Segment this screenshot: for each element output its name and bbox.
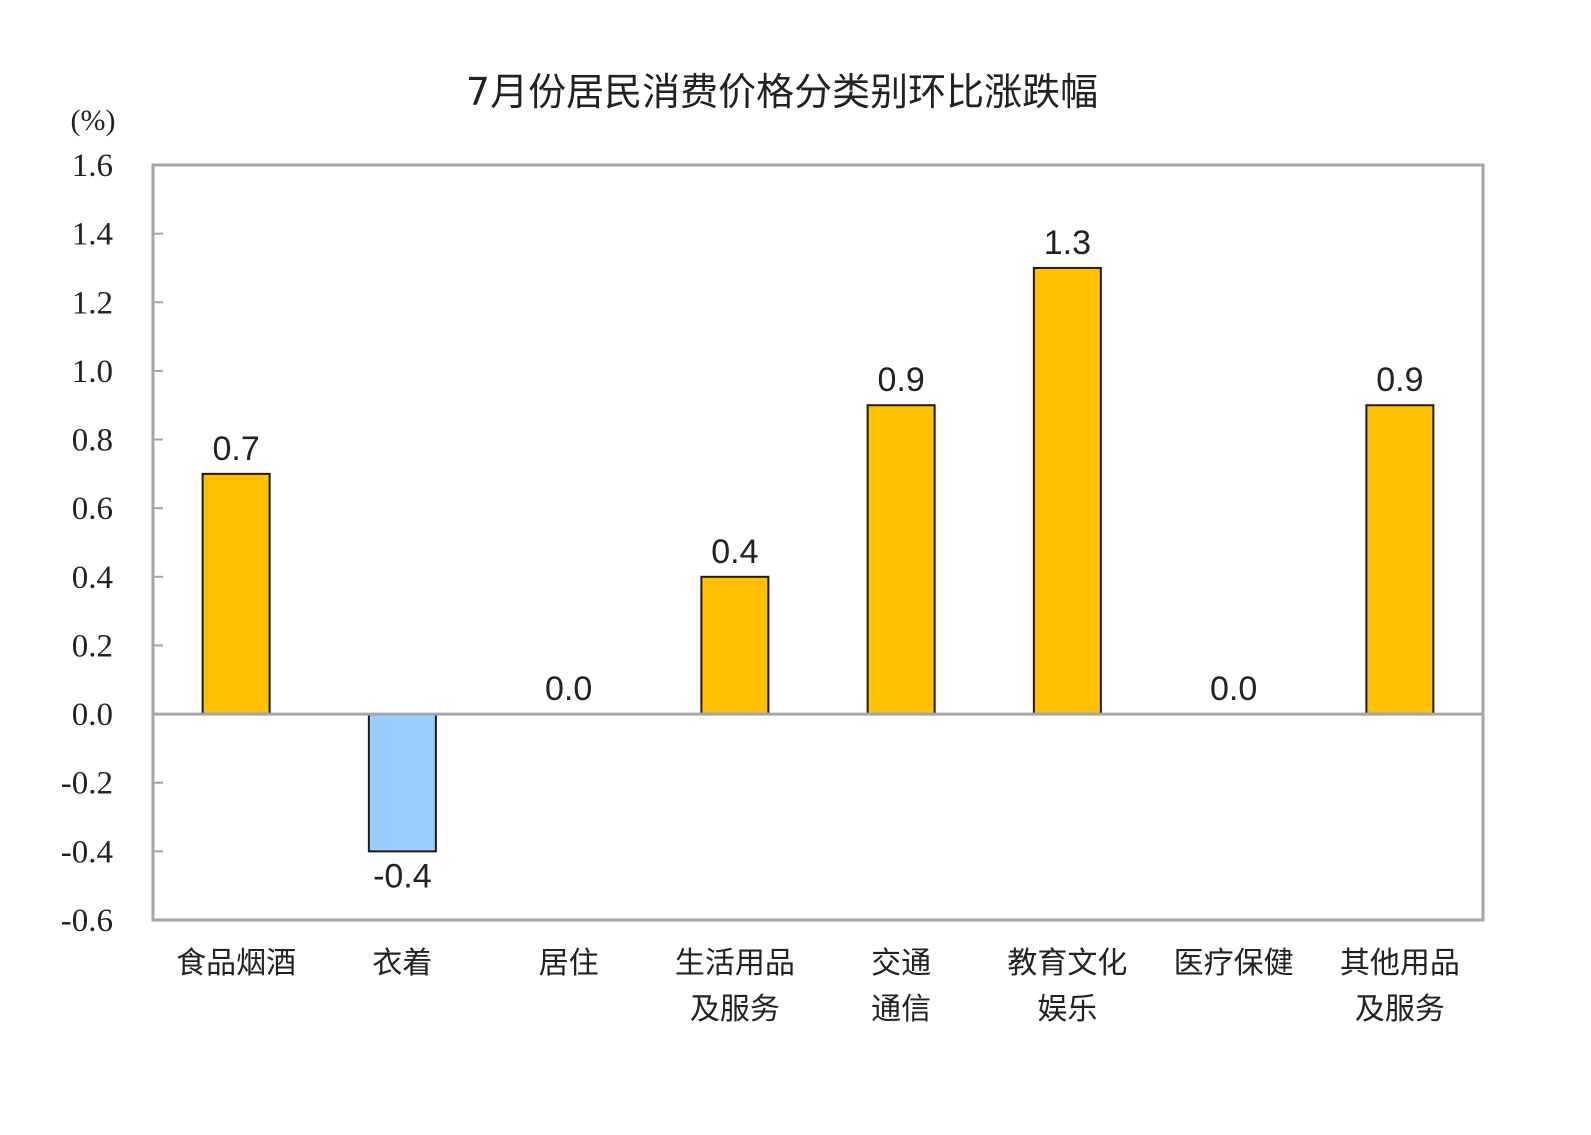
y-tick-label: 1.0 — [72, 354, 113, 390]
y-tick-label: 0.8 — [72, 423, 113, 459]
data-label: -0.4 — [373, 857, 432, 895]
x-category-label: 食品烟酒 — [176, 946, 296, 981]
x-category-label: 衣着 — [372, 946, 432, 981]
y-tick-label: -0.2 — [61, 766, 113, 802]
y-tick-label: 1.2 — [72, 285, 113, 321]
y-tick-label: 0.6 — [72, 491, 113, 527]
bar — [866, 404, 936, 716]
data-label: 1.3 — [1044, 224, 1091, 262]
x-category-label: 教育文化 — [1007, 946, 1127, 981]
bar — [1032, 266, 1102, 716]
x-category-label: 交通 — [871, 946, 931, 981]
y-tick-label: -0.4 — [61, 834, 113, 870]
bar — [367, 713, 437, 853]
x-category-label: 及服务 — [690, 992, 780, 1027]
x-category-label: 及服务 — [1355, 992, 1445, 1027]
plot-border — [151, 163, 1485, 922]
x-category-label: 娱乐 — [1037, 992, 1097, 1027]
y-axis-unit: (%) — [71, 104, 116, 137]
x-category-label: 通信 — [871, 992, 931, 1027]
y-tick-label: -0.6 — [61, 903, 113, 939]
bar — [700, 575, 770, 716]
y-tick-label: 0.2 — [72, 628, 113, 664]
y-tick-label: 0.4 — [72, 560, 113, 596]
x-category-label: 居住 — [539, 946, 599, 981]
bar — [201, 472, 271, 716]
y-tick-label: 1.6 — [72, 148, 113, 184]
data-label: 0.9 — [877, 361, 924, 399]
y-tick-label: 0.0 — [72, 697, 113, 733]
x-category-label: 医疗保健 — [1174, 946, 1294, 981]
chart-title: 7月份居民消费价格分类别环比涨跌幅 — [466, 70, 1098, 114]
data-label: 0.0 — [1210, 670, 1257, 708]
data-label: 0.9 — [1376, 361, 1423, 399]
plot-area: 1.6 1.4 1.2 1.0 0.8 0.6 0.4 0.2 0.0 -0.2 -0.4 -0.6 0… — [61, 148, 1485, 1027]
data-label: 0.7 — [212, 430, 259, 468]
x-category-label: 其他用品 — [1340, 946, 1460, 981]
y-tick-label: 1.4 — [72, 217, 113, 253]
data-label: 0.4 — [711, 533, 758, 571]
bar — [1365, 404, 1435, 716]
x-category-label: 生活用品 — [675, 946, 795, 981]
data-label: 0.0 — [545, 670, 592, 708]
